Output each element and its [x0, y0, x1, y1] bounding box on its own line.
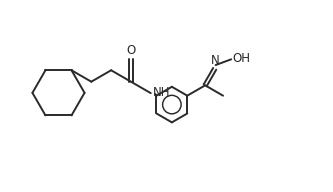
Text: O: O	[126, 44, 136, 57]
Text: NH: NH	[153, 86, 170, 99]
Text: N: N	[211, 54, 220, 67]
Text: OH: OH	[233, 51, 251, 65]
